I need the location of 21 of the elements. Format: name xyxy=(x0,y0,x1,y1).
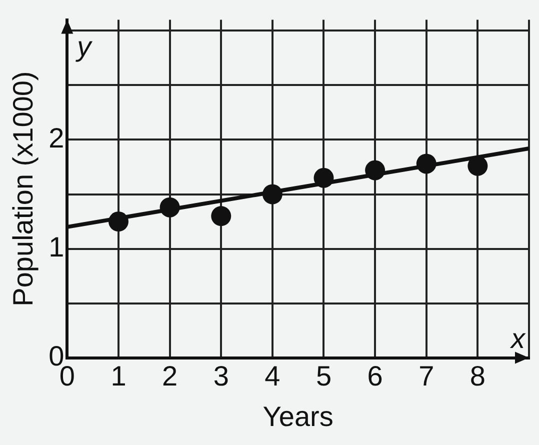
point xyxy=(365,160,386,180)
x-axis-title: Years xyxy=(262,400,334,432)
point xyxy=(108,212,128,232)
x-tick-label: 8 xyxy=(470,360,486,392)
x-tick-label: 7 xyxy=(418,360,434,392)
point xyxy=(211,206,232,226)
y-tick-label: 2 xyxy=(48,122,64,154)
x-tick-label: 6 xyxy=(367,360,383,392)
point xyxy=(314,168,334,188)
point xyxy=(262,184,282,204)
annotation: x xyxy=(509,322,526,354)
y-tick-label: 1 xyxy=(48,231,64,262)
x-tick-label: 5 xyxy=(316,360,332,392)
annotation: y xyxy=(75,30,94,62)
point xyxy=(160,197,180,218)
point xyxy=(416,154,436,174)
x-tick-label: 1 xyxy=(110,360,126,392)
x-tick-label: 2 xyxy=(162,360,178,392)
y-axis-title: Population (x1000) xyxy=(8,71,39,306)
x-tick-label: 3 xyxy=(213,360,229,392)
x-tick-label: 4 xyxy=(264,360,280,392)
